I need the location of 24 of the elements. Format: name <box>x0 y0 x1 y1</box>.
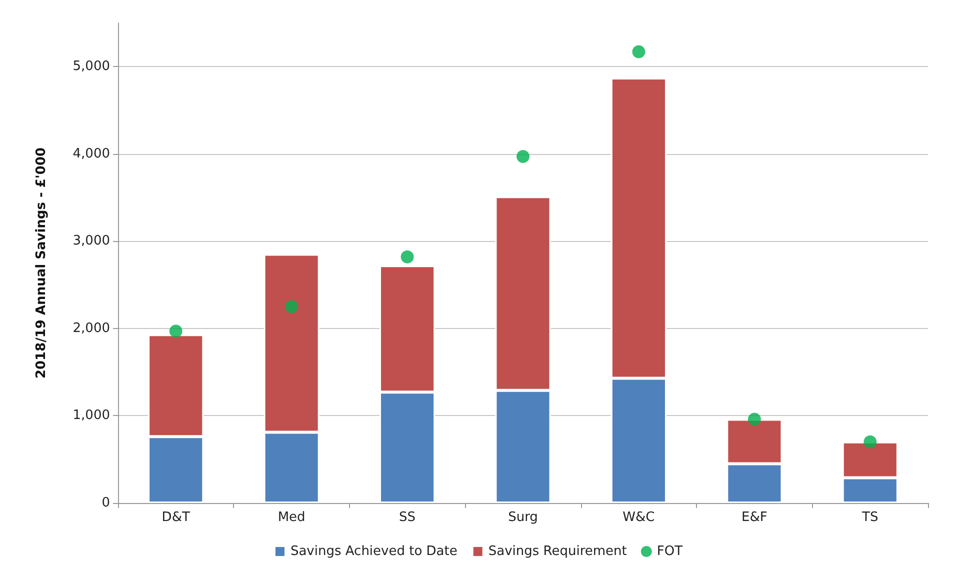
legend-label: Savings Achieved to Date <box>290 544 458 559</box>
point <box>400 250 414 264</box>
legend-label: FOT <box>656 544 683 559</box>
point <box>516 150 530 164</box>
y-axis-title: 2018/19 Annual Savings - £'000 <box>34 147 49 379</box>
point <box>864 435 877 448</box>
y-tick-label: 0 <box>102 496 110 510</box>
point <box>632 45 646 58</box>
x-tick-label: TS <box>861 510 878 525</box>
y-tick-label: 1,000 <box>72 408 110 424</box>
y-tick-label: 3,000 <box>72 234 110 249</box>
x-tick-label: Surg <box>508 510 538 525</box>
point <box>748 412 761 426</box>
x-tick-label: Med <box>278 510 306 525</box>
x-tick-label: SS <box>399 510 416 525</box>
x-tick-label: E&F <box>742 510 768 525</box>
point <box>285 300 298 314</box>
y-tick-label: 5,000 <box>72 59 110 74</box>
y-tick-label: 4,000 <box>72 146 110 162</box>
x-tick-label: W&C <box>622 510 655 525</box>
point <box>169 324 182 338</box>
legend-label: Savings Requirement <box>488 544 627 559</box>
y-tick-label: 2,000 <box>72 320 110 336</box>
x-tick-label: D&T <box>162 510 190 525</box>
